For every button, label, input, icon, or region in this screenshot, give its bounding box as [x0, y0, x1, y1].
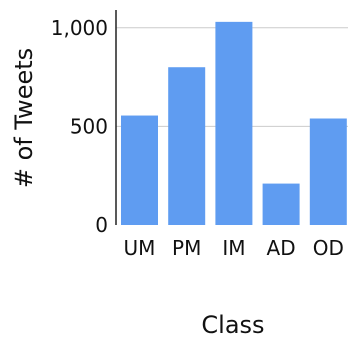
x-tick-label-um: UM — [124, 236, 156, 260]
y-tick-label: 500 — [70, 114, 108, 138]
x-tick-label-od: OD — [313, 236, 344, 260]
x-axis-title: Class — [201, 311, 264, 338]
y-axis-title: # of Tweets — [10, 48, 38, 188]
x-tick-label-im: IM — [222, 236, 245, 260]
y-tick-labels: 0 500 1,000 — [51, 16, 108, 237]
bar-um — [121, 115, 158, 225]
bars — [121, 21, 347, 225]
bar-im — [215, 21, 253, 225]
bar-pm — [168, 67, 206, 225]
y-tick-label: 0 — [95, 213, 108, 237]
x-tick-label-ad: AD — [267, 236, 296, 260]
x-tick-label-pm: PM — [172, 236, 201, 260]
x-tick-labels: UM PM IM AD OD — [124, 236, 344, 260]
y-tick-label: 1,000 — [51, 16, 108, 40]
bar-ad — [262, 183, 300, 225]
bar-od — [309, 118, 347, 225]
